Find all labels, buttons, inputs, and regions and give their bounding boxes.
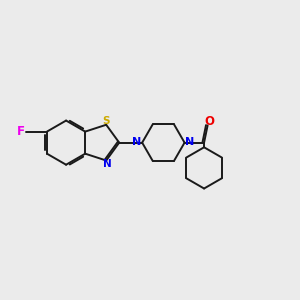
Text: N: N <box>103 159 112 169</box>
Text: F: F <box>17 125 25 138</box>
Text: N: N <box>185 137 194 147</box>
Text: O: O <box>204 116 214 128</box>
Text: N: N <box>132 137 142 147</box>
Text: S: S <box>103 116 110 126</box>
